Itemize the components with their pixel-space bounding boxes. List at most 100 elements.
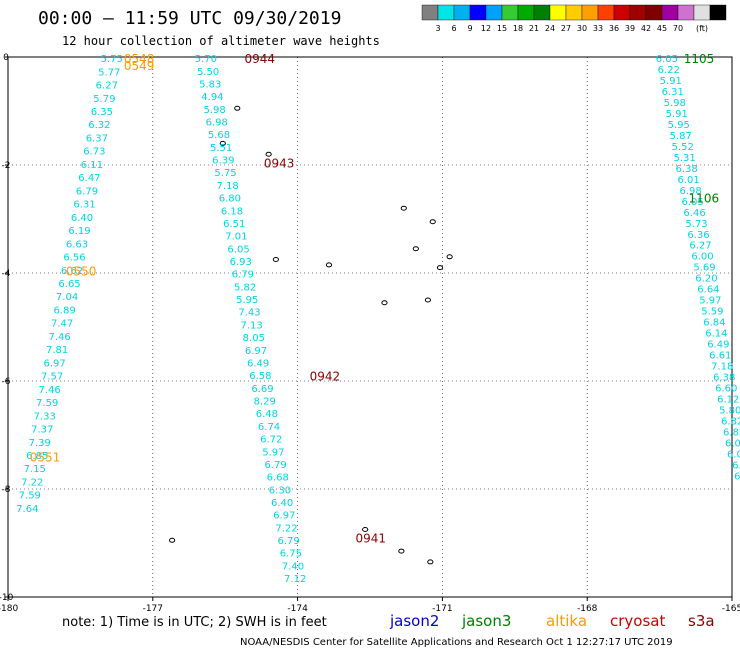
x-tick-label: -180 <box>0 604 18 614</box>
colorbar-swatch <box>421 4 439 21</box>
wave-height-value: 6.20 <box>695 274 717 285</box>
wave-height-value: 4.94 <box>201 92 223 103</box>
wave-height-value: 5.91 <box>660 76 682 87</box>
wave-height-value: 7.81 <box>46 345 68 356</box>
colorbar-label: 27 <box>561 24 571 33</box>
wave-height-value: 6.74 <box>258 422 280 433</box>
wave-height-value: 6.31 <box>662 87 684 98</box>
island-outline <box>424 297 432 303</box>
wave-height-value: 7.04 <box>56 292 78 303</box>
wave-height-value: 7.43 <box>238 308 260 319</box>
pass-time-label: 0944 <box>245 52 276 66</box>
wave-height-value: 5.52 <box>672 142 694 153</box>
map-grid <box>8 57 732 597</box>
wave-height-value: 5.95 <box>668 120 690 131</box>
colorbar-swatch <box>565 4 583 21</box>
colorbar-swatch <box>677 4 695 21</box>
wave-height-value: 6.98 <box>679 186 701 197</box>
colorbar-label: 9 <box>467 24 472 33</box>
wave-height-value: 7.01 <box>225 232 247 243</box>
island-outline <box>412 246 419 252</box>
wave-height-value: 6.35 <box>91 107 113 118</box>
wave-height-value: 6.79 <box>76 186 98 197</box>
wave-height-value: 6.03 <box>727 449 740 460</box>
island-outline <box>219 140 226 146</box>
wave-height-value: 6.84 <box>703 318 725 329</box>
map-frame <box>7 56 733 598</box>
map-border <box>7 56 733 598</box>
y-tick-label: -6 <box>2 377 11 387</box>
wave-height-value: 7.64 <box>16 504 38 515</box>
wave-height-value: 8.05 <box>243 333 265 344</box>
island-outline <box>234 105 241 111</box>
wave-height-value: 6.69 <box>251 384 273 395</box>
wave-height-value: 7.57 <box>41 372 63 383</box>
wave-height-value: 5.91 <box>666 109 688 120</box>
wave-height-value: 6.97 <box>273 511 295 522</box>
wave-height-value: 5.68 <box>208 130 230 141</box>
wave-height-value: 6.01 <box>677 175 699 186</box>
wave-height-value: 5.59 <box>701 307 723 318</box>
time-range-title: 00:00 – 11:59 UTC 09/30/2019 <box>38 8 341 29</box>
island-outline <box>446 254 453 260</box>
wave-height-value: 6.27 <box>689 241 711 252</box>
y-tick-label: -4 <box>2 269 11 279</box>
colorbar-swatch <box>629 4 647 21</box>
wave-height-value: 6.82 <box>723 427 740 438</box>
colorbar-swatch <box>581 4 599 21</box>
wave-height-value: 7.59 <box>19 491 41 502</box>
wave-height-value: 6.51 <box>223 219 245 230</box>
wave-height-value: 5.98 <box>664 98 686 109</box>
wave-height-value: 6.61 <box>709 351 731 362</box>
wave-height-value: 5.69 <box>693 263 715 274</box>
pass-time-label: 0549 <box>124 59 155 73</box>
wave-height-value: 8.29 <box>254 397 276 408</box>
wave-height-value: 6.00 <box>691 252 713 263</box>
wave-height-value: 6.79 <box>264 460 286 471</box>
island-outline <box>265 151 272 157</box>
island-outline <box>400 205 407 211</box>
island-outline <box>325 262 333 268</box>
y-tick-label: -10 <box>0 593 14 603</box>
wave-height-value: 5.98 <box>203 105 225 116</box>
island-outline <box>427 559 434 565</box>
wave-height-value: 6.58 <box>249 371 271 382</box>
pass-time-label: 1105 <box>684 52 715 66</box>
wave-height-value: 6.62 <box>61 266 83 277</box>
wave-height-value: 6.32 <box>88 120 110 131</box>
wave-height-value: 7.40 <box>282 561 304 572</box>
wave-height-value: 7.22 <box>275 523 297 534</box>
island-outline <box>362 527 369 532</box>
island-outline <box>272 257 279 262</box>
wave-height-value: 6.72 <box>260 435 282 446</box>
wave-height-value: 5.75 <box>214 168 236 179</box>
wave-height-value: 5.87 <box>670 131 692 142</box>
island-outline <box>381 300 388 306</box>
islands-layer <box>169 105 453 565</box>
altimeter-tracks: 5.75 5.77 6.27 5.79 6.35 6.32 6.37 6.73 6.11 6.47… <box>16 54 740 585</box>
colorbar-label: 70 <box>673 24 683 33</box>
track-cryosat: 5.70 5.505.83 4.94 5.986.98 5.68 5.51 6.395.75… <box>195 54 307 585</box>
wave-height-value: 6.40 <box>271 498 293 509</box>
colorbar-swatch <box>453 4 471 21</box>
wave-height-value: 6.30 <box>269 485 291 496</box>
satellite-legend: jason2 jason3 altika cryosat s3a <box>389 612 715 630</box>
track-altika: 5.75 5.77 6.27 5.79 6.35 6.32 6.37 6.73 6.11 6.47… <box>16 54 123 515</box>
wave-height-value: 6.03 <box>725 438 740 449</box>
wave-height-value: 6.85 <box>26 451 48 462</box>
legend-jason2: jason2 <box>389 612 439 630</box>
wave-height-value: 7.15 <box>24 464 46 475</box>
wave-height-value: 6.12 <box>717 394 739 405</box>
wave-height-value: 5.31 <box>674 153 696 164</box>
wave-height-value: 7.46 <box>39 385 61 396</box>
island-outline <box>169 537 176 543</box>
colorbar-swatch <box>645 4 663 21</box>
wave-height-value: 6.05 <box>681 197 703 208</box>
wave-height-value: 6.49 <box>707 340 729 351</box>
wave-height-value: 6.18 <box>221 206 243 217</box>
wave-height-value: 6.31 <box>73 200 95 211</box>
wave-height-value: 7.39 <box>29 438 51 449</box>
colorbar-label: 6 <box>451 24 456 33</box>
colorbar-swatch <box>661 4 679 21</box>
